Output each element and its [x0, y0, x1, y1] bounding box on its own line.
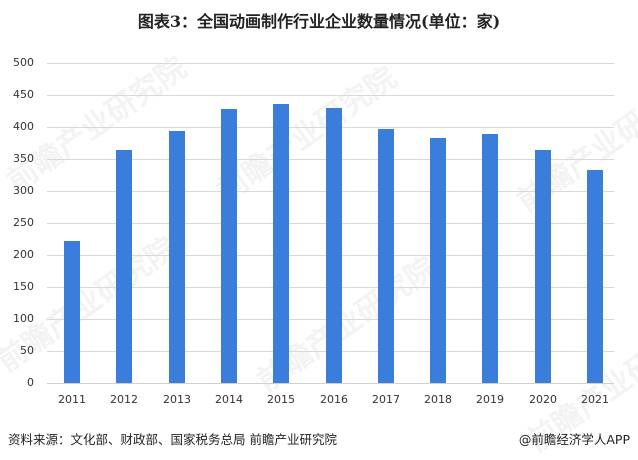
- bar-2014: [221, 109, 237, 383]
- bar-2012: [116, 150, 132, 383]
- bar-2011: [64, 241, 80, 383]
- bar-2019: [482, 134, 498, 383]
- bar-2018: [430, 138, 446, 383]
- y-tick-label: 500: [13, 56, 34, 69]
- bar-2013: [169, 131, 185, 383]
- gridline: [47, 63, 614, 64]
- x-axis-line: [47, 383, 614, 384]
- bar-2016: [326, 108, 342, 383]
- watermark: 前瞻产业研究院: [510, 70, 638, 220]
- x-tick-label: 2011: [58, 393, 86, 406]
- bar-2017: [378, 129, 394, 383]
- bar-2015: [273, 104, 289, 383]
- x-tick-label: 2017: [372, 393, 400, 406]
- x-tick-label: 2013: [163, 393, 191, 406]
- x-tick-label: 2015: [267, 393, 295, 406]
- y-tick-label: 350: [13, 152, 34, 165]
- y-tick-label: 450: [13, 88, 34, 101]
- y-tick-label: 100: [13, 312, 34, 325]
- source-note: 资料来源：文化部、财政部、国家税务总局 前瞻产业研究院: [8, 432, 337, 447]
- chart-title: 图表3：全国动画制作行业企业数量情况(单位：家): [137, 12, 501, 31]
- x-tick-label: 2014: [215, 393, 243, 406]
- y-tick-label: 200: [13, 248, 34, 261]
- x-tick-label: 2016: [320, 393, 348, 406]
- x-tick-label: 2021: [581, 393, 609, 406]
- x-tick-label: 2018: [424, 393, 452, 406]
- x-tick-label: 2020: [529, 393, 557, 406]
- x-tick-label: 2019: [476, 393, 504, 406]
- y-tick-label: 400: [13, 120, 34, 133]
- y-tick-label: 0: [27, 376, 34, 389]
- credit-note: @前瞻经济学人APP: [518, 432, 630, 447]
- y-tick-label: 150: [13, 280, 34, 293]
- gridline: [47, 95, 614, 96]
- bar-2021: [587, 170, 603, 383]
- y-tick-label: 50: [20, 344, 34, 357]
- y-tick-label: 250: [13, 216, 34, 229]
- y-tick-label: 300: [13, 184, 34, 197]
- bar-2020: [535, 150, 551, 383]
- x-tick-label: 2012: [110, 393, 138, 406]
